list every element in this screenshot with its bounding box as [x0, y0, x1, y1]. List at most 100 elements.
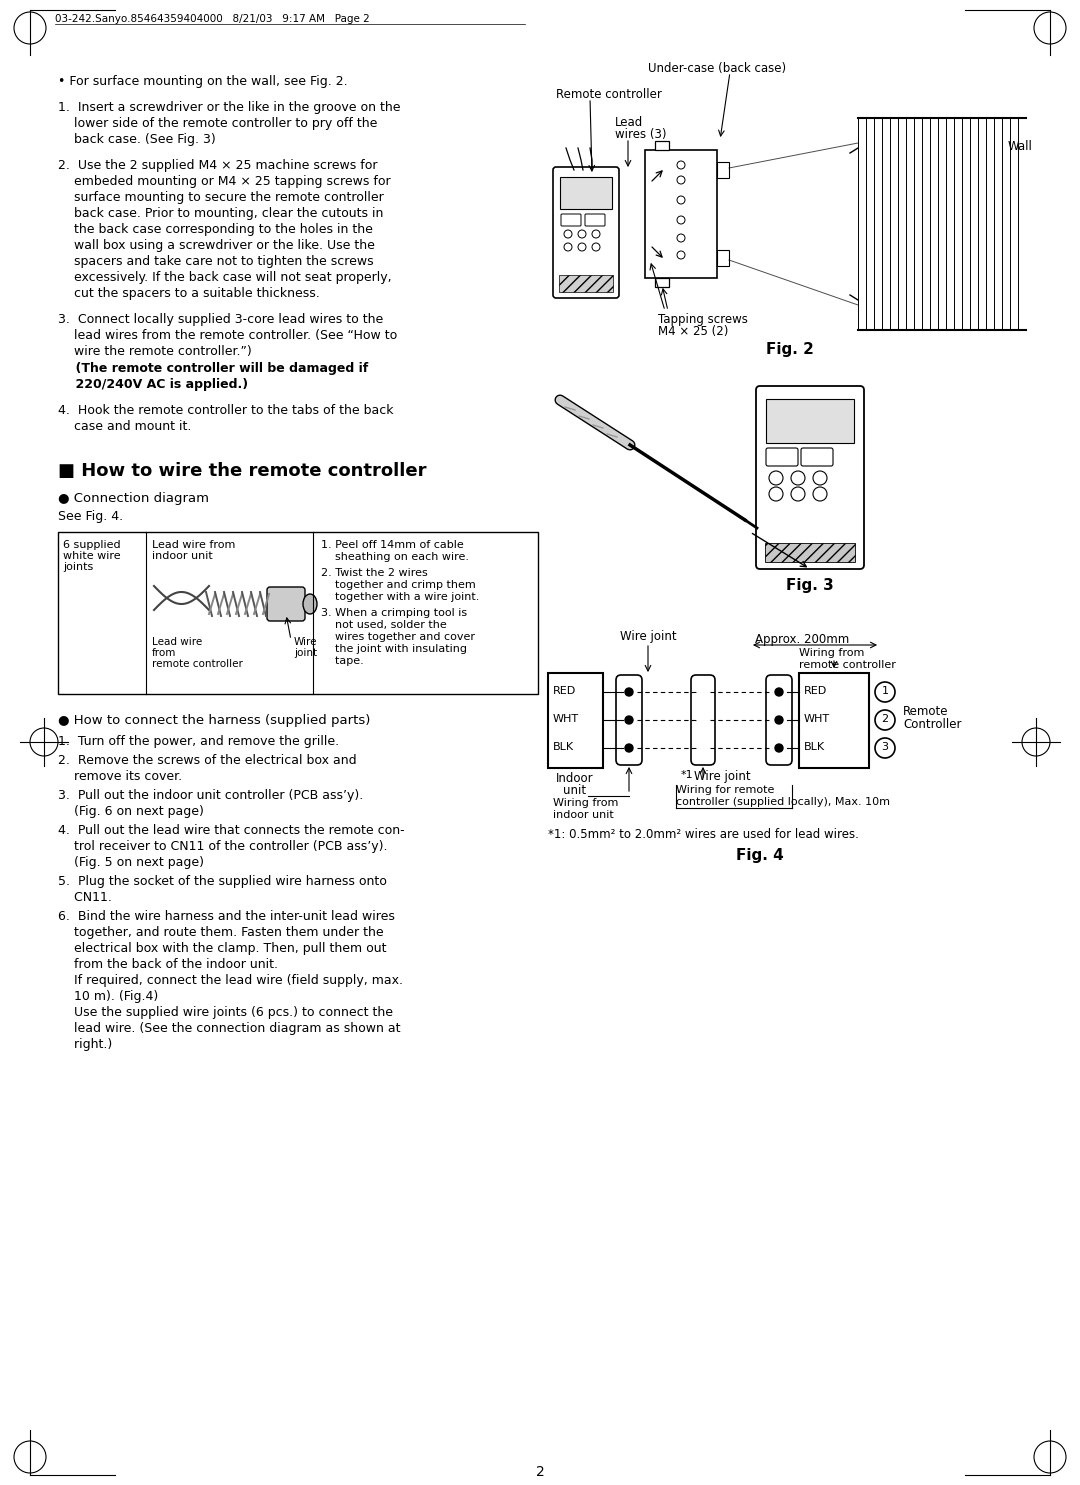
Text: remote controller: remote controller [799, 659, 896, 670]
FancyBboxPatch shape [559, 275, 613, 293]
FancyBboxPatch shape [654, 278, 669, 287]
Text: Lead: Lead [615, 116, 644, 129]
FancyBboxPatch shape [717, 162, 729, 178]
FancyBboxPatch shape [766, 448, 798, 466]
Text: 1. Peel off 14mm of cable: 1. Peel off 14mm of cable [321, 541, 463, 549]
FancyBboxPatch shape [561, 214, 581, 226]
Text: 3: 3 [881, 742, 889, 753]
Text: case and mount it.: case and mount it. [58, 420, 191, 434]
Text: CN11.: CN11. [58, 891, 112, 904]
Text: 2.  Remove the screws of the electrical box and: 2. Remove the screws of the electrical b… [58, 754, 356, 766]
Text: Under-case (back case): Under-case (back case) [648, 62, 786, 76]
Text: 4.  Hook the remote controller to the tabs of the back: 4. Hook the remote controller to the tab… [58, 404, 393, 417]
Text: (Fig. 6 on next page): (Fig. 6 on next page) [58, 805, 204, 818]
Text: See Fig. 4.: See Fig. 4. [58, 509, 123, 523]
Text: 1.  Turn off the power, and remove the grille.: 1. Turn off the power, and remove the gr… [58, 735, 339, 748]
FancyBboxPatch shape [717, 249, 729, 266]
FancyBboxPatch shape [548, 673, 603, 768]
Text: Wire joint: Wire joint [620, 630, 677, 643]
Text: M4 × 25 (2): M4 × 25 (2) [658, 325, 728, 339]
Text: ● How to connect the harness (supplied parts): ● How to connect the harness (supplied p… [58, 714, 370, 728]
Text: from the back of the indoor unit.: from the back of the indoor unit. [58, 958, 278, 971]
Text: wall box using a screwdriver or the like. Use the: wall box using a screwdriver or the like… [58, 239, 375, 252]
Text: cut the spacers to a suitable thickness.: cut the spacers to a suitable thickness. [58, 287, 320, 300]
Text: electrical box with the clamp. Then, pull them out: electrical box with the clamp. Then, pul… [58, 941, 387, 955]
FancyBboxPatch shape [561, 177, 612, 209]
Text: WHT: WHT [804, 714, 831, 725]
FancyBboxPatch shape [766, 399, 854, 443]
Text: (The remote controller will be damaged if: (The remote controller will be damaged i… [58, 362, 368, 376]
Text: 6.  Bind the wire harness and the inter-unit lead wires: 6. Bind the wire harness and the inter-u… [58, 910, 395, 924]
Text: indoor unit: indoor unit [553, 809, 613, 820]
Text: 2: 2 [536, 1466, 544, 1479]
Text: lead wires from the remote controller. (See “How to: lead wires from the remote controller. (… [58, 330, 397, 342]
Text: 3. When a crimping tool is: 3. When a crimping tool is [321, 607, 468, 618]
Text: 03-242.Sanyo.85464359404000   8/21/03   9:17 AM   Page 2: 03-242.Sanyo.85464359404000 8/21/03 9:17… [55, 13, 369, 24]
Text: Fig. 2: Fig. 2 [766, 342, 814, 356]
FancyBboxPatch shape [654, 141, 669, 150]
FancyBboxPatch shape [267, 587, 305, 621]
Circle shape [625, 688, 633, 696]
Circle shape [625, 716, 633, 725]
Text: 10 m). (Fig.4): 10 m). (Fig.4) [58, 990, 159, 1002]
Text: white wire: white wire [63, 551, 121, 561]
Text: ■ How to wire the remote controller: ■ How to wire the remote controller [58, 462, 427, 480]
Text: • For surface mounting on the wall, see Fig. 2.: • For surface mounting on the wall, see … [58, 76, 348, 88]
Text: ● Connection diagram: ● Connection diagram [58, 492, 210, 505]
Text: Wire: Wire [294, 637, 318, 647]
Text: surface mounting to secure the remote controller: surface mounting to secure the remote co… [58, 192, 383, 203]
Text: together and crimp them: together and crimp them [321, 581, 476, 590]
Text: Fig. 4: Fig. 4 [737, 848, 784, 863]
FancyBboxPatch shape [691, 676, 715, 765]
Text: (Fig. 5 on next page): (Fig. 5 on next page) [58, 855, 204, 869]
Text: Tapping screws: Tapping screws [658, 313, 747, 327]
Text: lower side of the remote controller to pry off the: lower side of the remote controller to p… [58, 117, 377, 131]
FancyBboxPatch shape [553, 166, 619, 298]
Text: unit: unit [564, 784, 586, 797]
Text: remove its cover.: remove its cover. [58, 771, 183, 783]
FancyBboxPatch shape [645, 150, 717, 278]
Text: back case. Prior to mounting, clear the cutouts in: back case. Prior to mounting, clear the … [58, 206, 383, 220]
FancyBboxPatch shape [801, 448, 833, 466]
Text: not used, solder the: not used, solder the [321, 621, 447, 630]
FancyBboxPatch shape [756, 386, 864, 569]
Text: embeded mounting or M4 × 25 tapping screws for: embeded mounting or M4 × 25 tapping scre… [58, 175, 391, 189]
Text: Remote controller: Remote controller [556, 88, 662, 101]
Text: wires together and cover: wires together and cover [321, 633, 475, 642]
Circle shape [775, 716, 783, 725]
Text: controller (supplied locally), Max. 10m: controller (supplied locally), Max. 10m [676, 797, 890, 806]
Text: Wall: Wall [1008, 140, 1032, 153]
Text: trol receiver to CN11 of the controller (PCB ass’y).: trol receiver to CN11 of the controller … [58, 841, 388, 852]
Text: Wiring from: Wiring from [553, 797, 619, 808]
Text: back case. (See Fig. 3): back case. (See Fig. 3) [58, 134, 216, 146]
Circle shape [775, 688, 783, 696]
Ellipse shape [303, 594, 318, 613]
FancyBboxPatch shape [616, 676, 642, 765]
Text: 1: 1 [881, 686, 889, 696]
Text: joint: joint [294, 647, 318, 658]
Text: Approx. 200mm: Approx. 200mm [755, 633, 849, 646]
Text: tape.: tape. [321, 656, 364, 665]
Text: *1: *1 [681, 771, 693, 780]
FancyBboxPatch shape [799, 673, 869, 768]
Text: If required, connect the lead wire (field supply, max.: If required, connect the lead wire (fiel… [58, 974, 403, 988]
Text: together, and route them. Fasten them under the: together, and route them. Fasten them un… [58, 927, 383, 939]
Text: Remote: Remote [903, 705, 948, 719]
Text: the joint with insulating: the joint with insulating [321, 644, 467, 653]
Text: 1.  Insert a screwdriver or the like in the groove on the: 1. Insert a screwdriver or the like in t… [58, 101, 401, 114]
Text: 2: 2 [881, 714, 889, 725]
Text: 2.  Use the 2 supplied M4 × 25 machine screws for: 2. Use the 2 supplied M4 × 25 machine sc… [58, 159, 378, 172]
Text: 220/240V AC is applied.): 220/240V AC is applied.) [58, 379, 248, 391]
FancyBboxPatch shape [585, 214, 605, 226]
FancyBboxPatch shape [766, 676, 792, 765]
Text: wire the remote controller.”): wire the remote controller.”) [58, 345, 252, 358]
Text: 2. Twist the 2 wires: 2. Twist the 2 wires [321, 567, 428, 578]
Text: indoor unit: indoor unit [152, 551, 213, 561]
Text: the back case corresponding to the holes in the: the back case corresponding to the holes… [58, 223, 373, 236]
Text: remote controller: remote controller [152, 659, 243, 670]
Text: Lead wire from: Lead wire from [152, 541, 235, 549]
Text: 3.  Connect locally supplied 3-core lead wires to the: 3. Connect locally supplied 3-core lead … [58, 313, 383, 327]
Text: 4.  Pull out the lead wire that connects the remote con-: 4. Pull out the lead wire that connects … [58, 824, 405, 838]
Text: 6 supplied: 6 supplied [63, 541, 121, 549]
Text: RED: RED [553, 686, 577, 696]
